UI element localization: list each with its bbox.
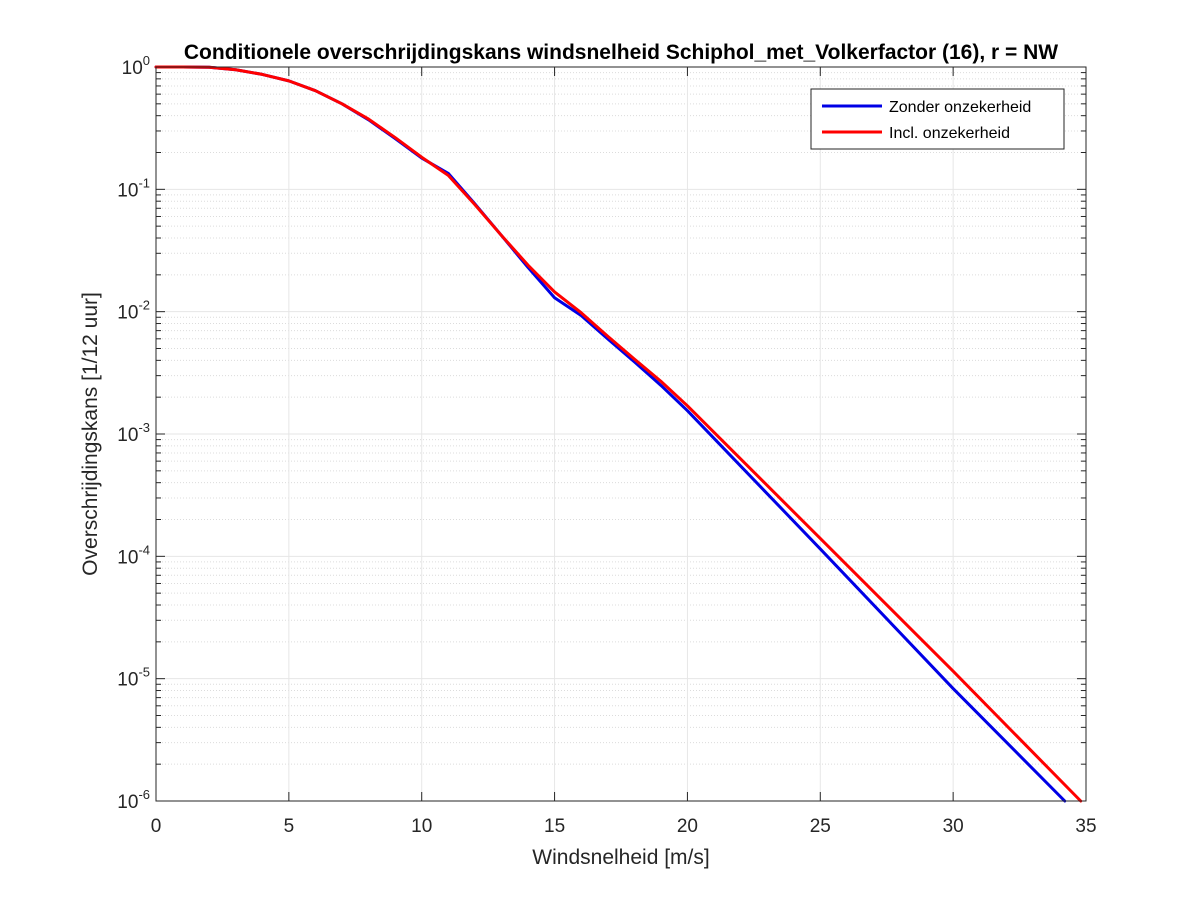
y-tick-label: 100 — [122, 53, 150, 79]
x-tick-label: 10 — [411, 816, 432, 837]
legend-box — [810, 88, 1065, 150]
chart-title: Conditionele overschrijdingskans windsne… — [184, 41, 1058, 64]
x-tick-label: 0 — [151, 816, 162, 837]
y-tick-label: 10-3 — [117, 420, 150, 446]
y-tick-label: 10-6 — [117, 787, 150, 813]
y-axis-label: Overschrijdingskans [1/12 uur] — [79, 292, 102, 576]
y-tick-label: 10-5 — [117, 665, 150, 691]
series-lines — [154, 65, 1083, 803]
x-tick-label: 20 — [677, 816, 698, 837]
legend-label-2: Incl. onzekerheid — [889, 125, 1010, 142]
y-tick-label: 10-4 — [117, 542, 150, 568]
series-line-2 — [154, 65, 1083, 803]
x-tick-label: 15 — [544, 816, 565, 837]
legend-label-1: Zonder onzekerheid — [889, 99, 1031, 116]
y-tick-label: 10-1 — [117, 175, 150, 201]
legend: Zonder onzekerheid Incl. onzekerheid — [810, 88, 1065, 150]
y-tick-label: 10-2 — [117, 298, 150, 324]
x-tick-label: 35 — [1075, 816, 1096, 837]
tick-labels: 0 5 10 15 20 25 30 35 100 10-1 10-2 10-3 10-4 10-5 10-… — [117, 53, 1096, 837]
x-axis-label: Windsnelheid [m/s] — [532, 846, 709, 869]
axis-ticks — [155, 66, 1087, 802]
x-tick-label: 25 — [810, 816, 831, 837]
x-tick-label: 30 — [943, 816, 964, 837]
x-tick-label: 5 — [284, 816, 295, 837]
